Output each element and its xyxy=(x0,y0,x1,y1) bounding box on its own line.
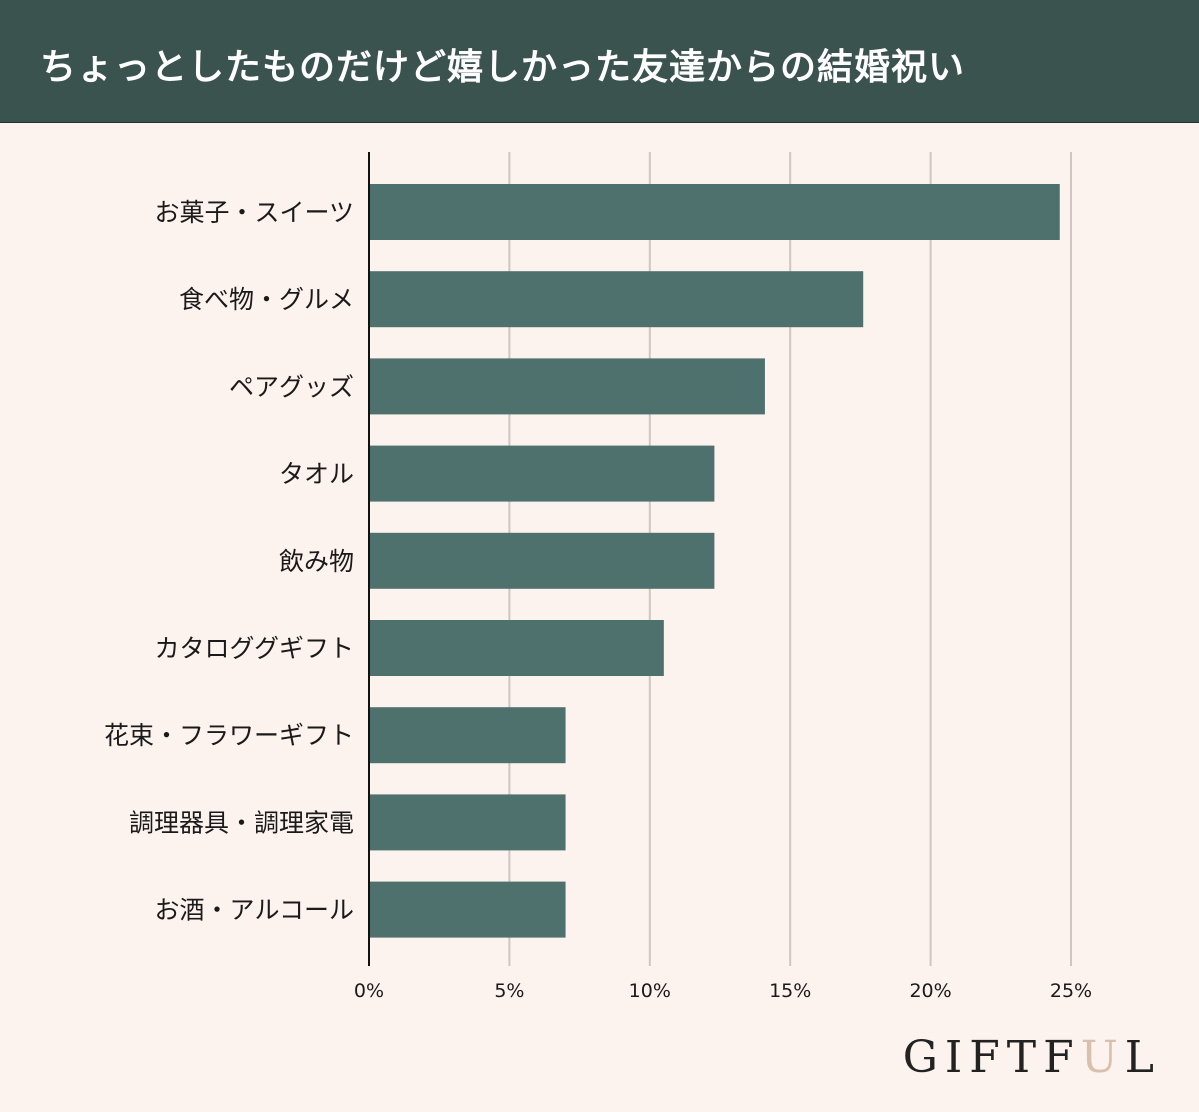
bars xyxy=(369,184,1060,938)
logo-text-end: L xyxy=(1124,1032,1161,1083)
bar xyxy=(369,271,864,328)
category-label: 飲み物 xyxy=(279,547,354,576)
category-label: カタロググギフト xyxy=(154,634,354,663)
chart-title: ちょっとしたものだけど嬉しかった友達からの結婚祝い xyxy=(40,47,966,88)
category-label: お酒・アルコール xyxy=(154,896,354,925)
logo-text-accent: U xyxy=(1080,1032,1125,1083)
x-tick-label: 20% xyxy=(909,980,951,1002)
category-label: 食べ物・グルメ xyxy=(179,285,354,314)
x-tick-label: 25% xyxy=(1050,980,1092,1002)
bar xyxy=(369,532,715,589)
category-label: 調理器具・調理家電 xyxy=(129,808,354,837)
header-bar: ちょっとしたものだけど嬉しかった友達からの結婚祝い xyxy=(0,0,1199,123)
bar xyxy=(369,794,566,851)
x-tick-label: 15% xyxy=(769,980,811,1002)
bar xyxy=(369,184,1060,240)
x-tick-labels: 0% 5% 10% 15% 20% 25% xyxy=(354,980,1092,1002)
category-label: お菓子・スイーツ xyxy=(154,198,354,227)
bar xyxy=(369,445,715,502)
category-label: タオル xyxy=(279,460,354,489)
logo-text-start: GIFTF xyxy=(902,1032,1081,1083)
x-tick-label: 10% xyxy=(629,980,671,1002)
category-label: ペアグッズ xyxy=(229,372,354,401)
bar xyxy=(369,881,566,938)
x-tick-label: 0% xyxy=(354,980,384,1002)
x-tick-label: 5% xyxy=(494,980,524,1002)
bar xyxy=(369,358,765,415)
giftful-logo: GIFTF U L xyxy=(903,1032,1161,1083)
bar xyxy=(369,620,664,676)
category-label: 花束・フラワーギフト xyxy=(104,721,354,750)
category-labels: お菓子・スイーツ食べ物・グルメペアグッズタオル飲み物カタロググギフト花束・フラワ… xyxy=(104,198,354,925)
bar xyxy=(369,707,566,764)
